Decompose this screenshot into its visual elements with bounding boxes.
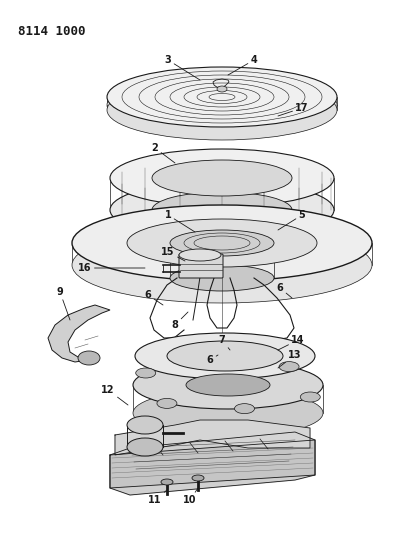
- Text: 6: 6: [144, 290, 163, 305]
- Text: 13: 13: [277, 350, 301, 368]
- Text: 9: 9: [56, 287, 70, 320]
- Text: 7: 7: [218, 335, 229, 350]
- Text: 12: 12: [101, 385, 128, 405]
- Ellipse shape: [279, 361, 298, 372]
- Text: 1: 1: [164, 210, 195, 232]
- Ellipse shape: [201, 357, 221, 366]
- Ellipse shape: [299, 392, 319, 402]
- Ellipse shape: [135, 333, 314, 379]
- Ellipse shape: [152, 160, 291, 196]
- Text: 11: 11: [148, 490, 166, 505]
- Ellipse shape: [72, 227, 371, 303]
- Polygon shape: [110, 440, 314, 488]
- Ellipse shape: [72, 205, 371, 281]
- Ellipse shape: [170, 230, 273, 256]
- Polygon shape: [48, 305, 110, 362]
- Text: 17: 17: [277, 103, 308, 116]
- Ellipse shape: [127, 416, 163, 434]
- Ellipse shape: [107, 80, 336, 140]
- Ellipse shape: [78, 351, 100, 365]
- Ellipse shape: [127, 438, 163, 456]
- Text: 4: 4: [227, 55, 257, 75]
- Ellipse shape: [107, 75, 336, 135]
- Ellipse shape: [107, 67, 336, 127]
- Ellipse shape: [186, 374, 270, 396]
- Ellipse shape: [161, 479, 173, 485]
- Text: 8114 1000: 8114 1000: [18, 25, 85, 38]
- Text: 10: 10: [183, 488, 198, 505]
- Text: 16: 16: [78, 263, 145, 273]
- Text: 6: 6: [276, 283, 291, 298]
- Ellipse shape: [216, 86, 227, 92]
- Text: 6: 6: [206, 355, 218, 365]
- Ellipse shape: [179, 249, 220, 261]
- Ellipse shape: [133, 389, 322, 437]
- Ellipse shape: [110, 149, 333, 207]
- Ellipse shape: [135, 368, 155, 378]
- Ellipse shape: [110, 181, 333, 239]
- Ellipse shape: [127, 219, 316, 267]
- Polygon shape: [110, 432, 314, 495]
- Text: 14: 14: [277, 335, 304, 350]
- Polygon shape: [115, 420, 309, 455]
- Text: 2: 2: [151, 143, 175, 163]
- Text: 8: 8: [171, 312, 188, 330]
- Text: 3: 3: [164, 55, 200, 80]
- Ellipse shape: [133, 361, 322, 409]
- Ellipse shape: [152, 192, 291, 228]
- Ellipse shape: [170, 265, 273, 291]
- Text: 15: 15: [161, 247, 184, 261]
- FancyBboxPatch shape: [179, 254, 222, 278]
- Text: 5: 5: [277, 210, 305, 230]
- Ellipse shape: [157, 398, 177, 408]
- Ellipse shape: [166, 341, 282, 371]
- Ellipse shape: [191, 475, 204, 481]
- Ellipse shape: [234, 403, 254, 414]
